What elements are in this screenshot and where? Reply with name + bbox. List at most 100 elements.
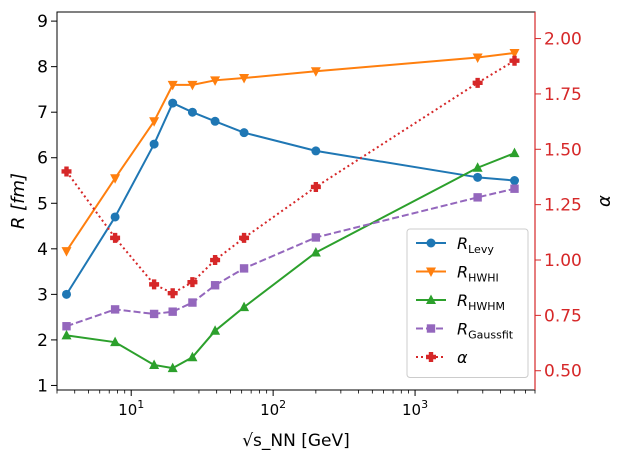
- data-point: [110, 305, 120, 314]
- y-tick-label: 1: [37, 376, 48, 396]
- data-point: [167, 362, 178, 373]
- data-point: [149, 309, 159, 319]
- data-point: [187, 277, 198, 288]
- data-point: [167, 288, 178, 299]
- data-point: [110, 212, 120, 222]
- data-point: [239, 74, 250, 84]
- axis-labels: √s_NN [GeV] R [fm] α: [8, 173, 615, 451]
- y-tick-label: 3: [37, 285, 48, 305]
- data-point: [310, 181, 321, 192]
- data-point: [473, 193, 482, 202]
- legend-marker: [426, 324, 436, 333]
- series-hwhm: [61, 147, 520, 373]
- data-point: [210, 116, 220, 126]
- data-point: [473, 172, 483, 182]
- data-point: [210, 76, 221, 86]
- data-point: [187, 351, 198, 362]
- y-tick-label: 2: [37, 331, 48, 351]
- data-point: [239, 128, 249, 138]
- data-point: [110, 174, 121, 184]
- data-point: [149, 117, 160, 127]
- series-alpha: [61, 55, 520, 299]
- legend-label: α: [457, 348, 468, 367]
- x-tick-label: 102: [260, 398, 286, 419]
- x-axis-label: √s_NN [GeV]: [242, 431, 350, 451]
- y2-tick-label: 1.75: [544, 85, 582, 105]
- legend-marker: [426, 294, 436, 304]
- data-point: [239, 264, 249, 273]
- y-tick-label: 6: [37, 149, 48, 169]
- data-point: [61, 247, 72, 257]
- series-line: [65, 51, 515, 252]
- data-point: [187, 80, 198, 91]
- data-point: [509, 147, 520, 158]
- data-point: [310, 246, 321, 257]
- data-point: [239, 232, 250, 243]
- y-tick-label: 8: [37, 58, 48, 78]
- legend-label: RGaussfit: [457, 320, 514, 342]
- data-point: [510, 176, 520, 186]
- data-point: [168, 307, 177, 316]
- legend-item: RHWHI: [416, 263, 499, 285]
- data-point: [188, 298, 197, 307]
- data-point: [210, 255, 221, 266]
- y2-tick-label: 0.50: [544, 362, 582, 382]
- data-point: [167, 80, 178, 91]
- legend-label: RLevy: [457, 234, 494, 256]
- data-point: [110, 336, 121, 347]
- series-line: [65, 102, 515, 295]
- data-point: [311, 233, 321, 242]
- data-point: [149, 279, 160, 290]
- data-point: [472, 53, 483, 64]
- legend-label: RHWHM: [457, 291, 505, 313]
- data-point: [61, 166, 72, 177]
- y2-tick-label: 1.00: [544, 251, 582, 271]
- data-point: [210, 325, 221, 335]
- data-point: [149, 139, 159, 149]
- data-point: [510, 184, 519, 193]
- legend-marker: [426, 267, 436, 277]
- data-point: [472, 162, 483, 172]
- y-tick-label: 9: [37, 12, 48, 32]
- legend-item: α: [416, 348, 468, 367]
- data-point: [149, 359, 160, 369]
- data-point: [62, 289, 72, 299]
- legend-box: [406, 228, 529, 378]
- data-point: [472, 77, 483, 88]
- legend-item: RGaussfit: [416, 320, 514, 342]
- series-gaussfit: [62, 184, 519, 331]
- x-tick-label: 101: [118, 398, 144, 419]
- x-axis: 101 102 103: [56, 390, 536, 419]
- x-tick-label: 103: [402, 398, 428, 419]
- data-point: [61, 329, 72, 340]
- series-layer: [61, 48, 520, 373]
- y2-tick-label: 0.75: [544, 306, 582, 326]
- data-point: [509, 55, 520, 66]
- legend: RLevy RHWHI RHWHM RGaussfit α: [406, 228, 529, 378]
- legend-marker: [426, 352, 436, 362]
- y-axis-right: 0.50 0.75 1.00 1.25 1.50 1.75 2.00: [534, 12, 582, 390]
- legend-label: RHWHI: [457, 263, 499, 285]
- y-tick-label: 5: [37, 194, 48, 214]
- data-point: [110, 232, 121, 243]
- series-line: [66, 187, 515, 328]
- data-point: [62, 322, 71, 331]
- data-point: [310, 67, 321, 77]
- y2-axis-label: α: [594, 195, 615, 207]
- y-axis-label: R [fm]: [8, 173, 29, 229]
- series-line: [66, 152, 515, 370]
- data-point: [311, 146, 321, 156]
- y-tick-label: 4: [37, 240, 48, 260]
- legend-item: RHWHM: [416, 291, 505, 313]
- y-axis-left: 1 2 3 4 5 6 7 8 9: [37, 12, 57, 396]
- legend-marker: [426, 238, 436, 248]
- y-tick-label: 7: [37, 103, 48, 123]
- series-hwhi: [61, 48, 520, 257]
- data-point: [239, 301, 250, 312]
- y2-tick-label: 1.25: [544, 196, 582, 216]
- y2-tick-label: 2.00: [544, 30, 582, 50]
- data-point: [187, 107, 197, 117]
- data-point: [509, 48, 520, 59]
- y2-tick-label: 1.50: [544, 140, 582, 160]
